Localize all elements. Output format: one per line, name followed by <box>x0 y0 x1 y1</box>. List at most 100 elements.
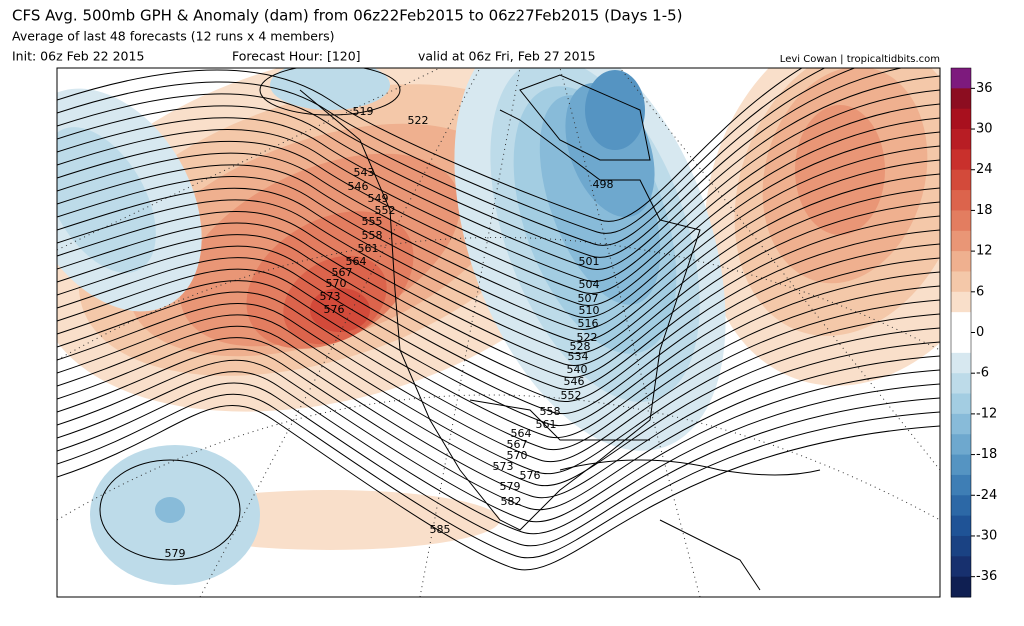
contour-label: 579 <box>165 547 186 560</box>
contour-label: 528 <box>570 340 591 353</box>
contour-label: 543 <box>354 166 375 179</box>
subtitle: Average of last 48 forecasts (12 runs x … <box>12 29 334 44</box>
colorbar-band <box>951 271 971 293</box>
contour-label: 561 <box>358 242 379 255</box>
contour-line <box>57 337 940 499</box>
colorbar-band <box>951 373 971 395</box>
colorbar-tick-label: 6 <box>976 284 984 299</box>
contour-label: 570 <box>326 277 347 290</box>
contour-label: 576 <box>324 303 345 316</box>
colorbar-band <box>951 535 971 557</box>
contour-label: 522 <box>408 114 429 127</box>
valid-time: valid at 06z Fri, Feb 27 2015 <box>418 49 596 64</box>
contour-label: 501 <box>579 255 600 268</box>
colorbar-band <box>951 352 971 374</box>
colorbar-tick-label: -36 <box>976 569 997 584</box>
map: 5195225435465495525555585615645675705735… <box>57 68 940 597</box>
contour-label: 504 <box>579 278 600 291</box>
contour-line <box>57 75 940 270</box>
contour-line <box>57 68 826 234</box>
colorbar-band <box>951 108 971 130</box>
graticule <box>57 68 940 597</box>
contour-label: 552 <box>375 204 396 217</box>
colorbar-tick-label: -30 <box>976 528 997 543</box>
colorbar-band <box>951 68 971 89</box>
contour-label: 549 <box>368 192 389 205</box>
contour-line <box>57 313 940 475</box>
colorbar-tick-label: 24 <box>976 162 993 177</box>
contour-label: 519 <box>353 105 374 118</box>
height-contours <box>57 68 940 571</box>
contour-line <box>57 159 940 343</box>
contour-label: 561 <box>536 418 557 431</box>
contour-line <box>57 229 940 403</box>
colorbar-band <box>951 393 971 415</box>
colorbar-band <box>951 251 971 272</box>
contour-label: 564 <box>511 427 532 440</box>
colorbar-tick-label: 0 <box>976 325 984 340</box>
contour-line <box>57 68 803 222</box>
colorbar-tick-label: -12 <box>976 406 997 421</box>
contour-label: 534 <box>568 350 589 363</box>
contour-line <box>57 187 940 367</box>
colorbar-band <box>951 576 971 598</box>
colorbar-tick-label: -6 <box>976 366 989 381</box>
colorbar-band <box>951 474 971 496</box>
colorbar-tick-label: 30 <box>976 122 993 137</box>
contour-label: 555 <box>362 215 383 228</box>
contour-line <box>57 405 940 571</box>
contour-label: 516 <box>578 317 599 330</box>
contour-label: 573 <box>493 460 514 473</box>
colorbar-band <box>951 332 971 354</box>
contour-label: 546 <box>564 375 585 388</box>
colorbar-band <box>951 312 971 333</box>
contour-line <box>57 68 857 246</box>
colorbar-tick-label: 12 <box>976 244 993 259</box>
colorbar-band <box>951 454 971 476</box>
colorbar-tick-label: -18 <box>976 447 997 462</box>
colorbar-tick-label: 18 <box>976 203 993 218</box>
colorbar-band <box>951 434 971 456</box>
colorbar-band <box>951 190 971 211</box>
contour-label: 576 <box>520 469 541 482</box>
contour-label: 546 <box>348 180 369 193</box>
contour-line <box>99 459 241 561</box>
colorbar-band <box>951 515 971 537</box>
contour-line <box>57 145 940 330</box>
contour-line <box>57 68 905 258</box>
contour-line <box>57 117 940 306</box>
contour-line <box>57 299 940 463</box>
forecast-hour: Forecast Hour: [120] <box>232 49 361 64</box>
contour-label: 564 <box>346 255 367 268</box>
colorbar-band <box>951 230 971 252</box>
contour-label: 552 <box>561 389 582 402</box>
contour-line <box>57 257 940 427</box>
contour-line <box>57 325 940 487</box>
contour-line <box>57 348 940 511</box>
map-frame <box>56 67 941 598</box>
colorbar-band <box>951 88 971 110</box>
contour-label: 522 <box>577 331 598 344</box>
colorbar-band <box>951 495 971 517</box>
contour-line <box>57 243 940 415</box>
colorbar-tick-label: -24 <box>976 488 997 503</box>
contour-line <box>57 103 940 294</box>
contour-line <box>57 371 940 535</box>
contour-line <box>57 173 940 355</box>
contour-label: 558 <box>362 229 383 242</box>
contour-line <box>57 215 940 391</box>
colorbar-tick-label: 36 <box>976 81 993 96</box>
colorbar-band <box>951 291 971 313</box>
contour-line <box>57 393 940 559</box>
colorbar-band <box>951 169 971 191</box>
init: Init: 06z Feb 22 2015 <box>12 49 144 64</box>
contour-label: 567 <box>507 438 528 451</box>
colorbar-band <box>951 413 971 435</box>
colorbar-band <box>951 556 971 578</box>
contour-label: 507 <box>578 292 599 305</box>
contour-label: 582 <box>501 495 522 508</box>
contour-line <box>57 89 940 282</box>
colorbar: 36 30 24 18 12 6 0 -6 -12 -18 -24 -30 -36 <box>950 67 997 598</box>
